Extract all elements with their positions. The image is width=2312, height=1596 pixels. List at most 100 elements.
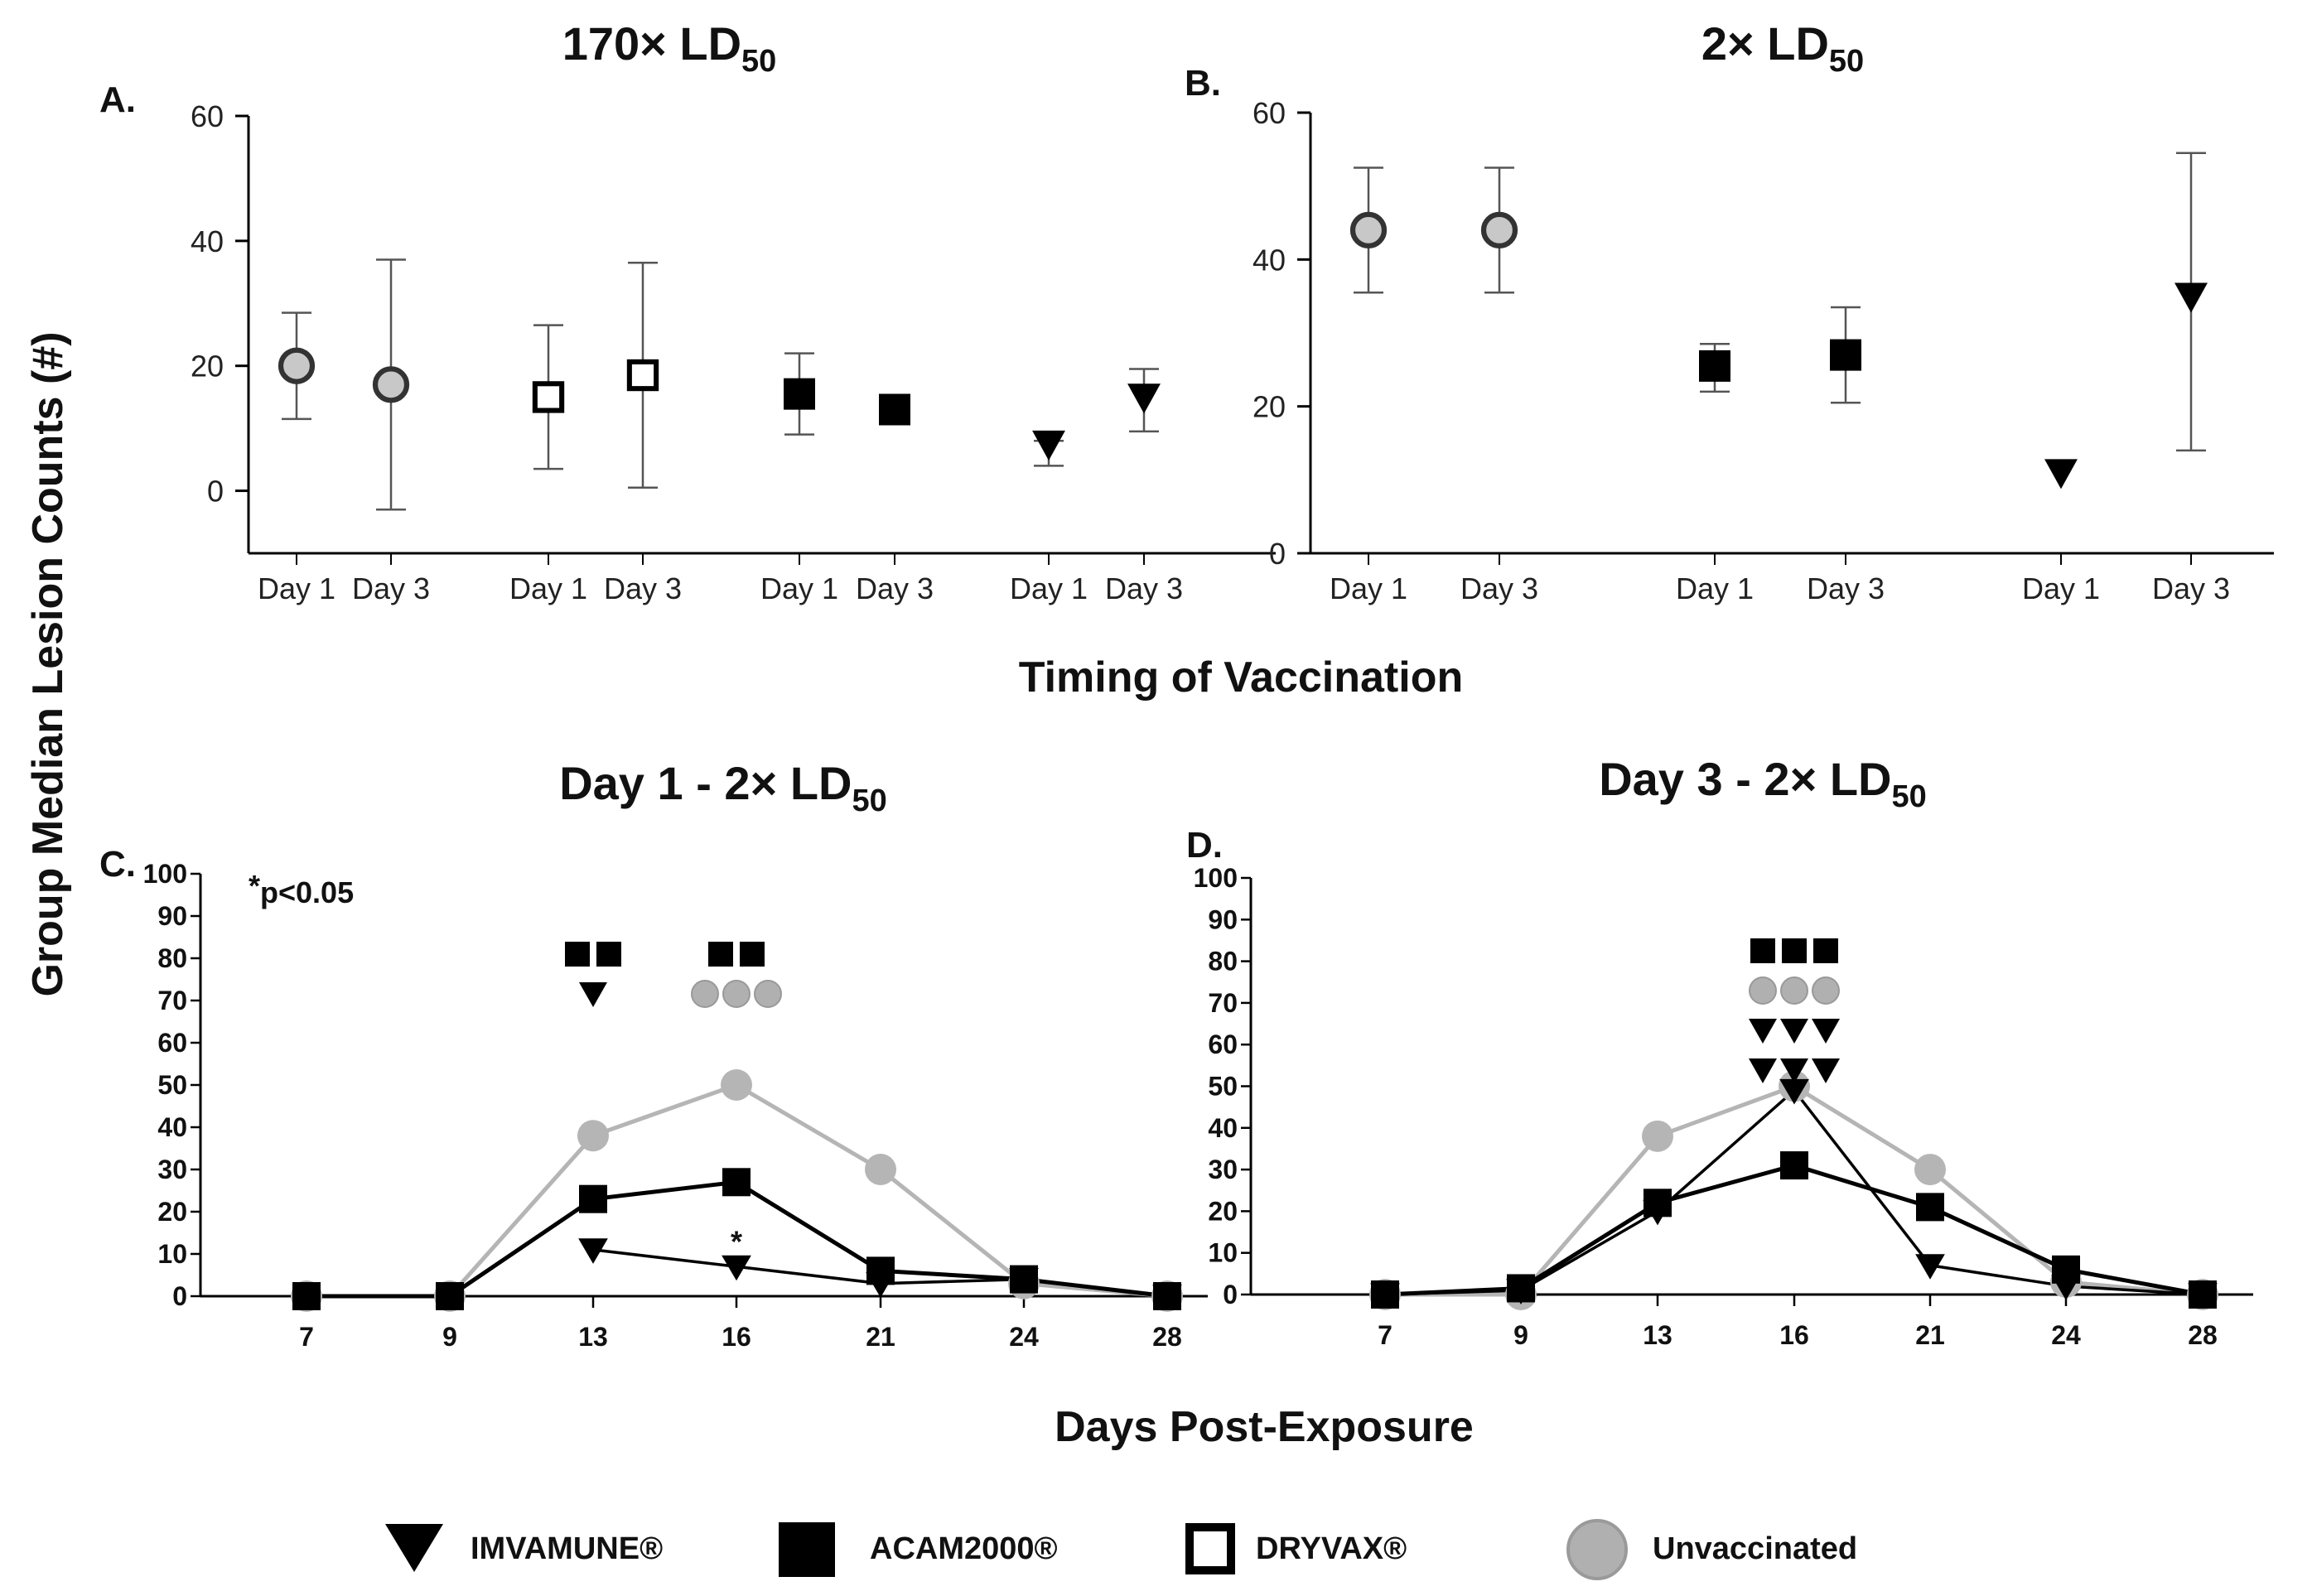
x-tick-label: Day 3 (1105, 571, 1183, 605)
point-imvamune (1506, 1279, 1536, 1304)
legend-item-acam2000: ACAM2000® (779, 1522, 1058, 1577)
x-tick-label: 16 (1779, 1320, 1809, 1350)
x-tick-label: 28 (1152, 1322, 1182, 1352)
point-acam2000 (292, 1282, 321, 1310)
point-imvamune (1152, 1285, 1182, 1310)
x-tick-label: Day 1 (1676, 571, 1754, 605)
x-tick-label: Day 1 (509, 571, 587, 605)
point-imvamune (1779, 1078, 1809, 1105)
significance-triangle (1749, 1058, 1777, 1083)
point-dryvax (626, 359, 659, 392)
x-tick-label: 24 (2051, 1320, 2081, 1350)
point-imvamune (1127, 383, 1161, 414)
significance-square (596, 942, 621, 967)
x-tick-label: Day 3 (352, 571, 430, 605)
point-imvamune (2044, 459, 2078, 489)
x-tick-label: Day 1 (760, 571, 838, 605)
point-unvaccinated (577, 1120, 609, 1152)
x-tick-label: 13 (1643, 1320, 1672, 1350)
filled-square-icon (779, 1522, 835, 1577)
significance-triangle (1780, 1019, 1808, 1044)
significance-triangle (1812, 1058, 1840, 1083)
y-tick-label: 80 (157, 943, 187, 973)
significance-star: * (731, 1224, 742, 1258)
point-unvaccinated (721, 1069, 752, 1101)
open-square-icon (1185, 1523, 1235, 1574)
triangle-down-icon (385, 1524, 443, 1572)
panel-c: 0 10 20 30 40 50 60 70 80 90 100 7 9 13 16 21 24 28 * (143, 859, 1208, 1352)
significance-circle (691, 980, 719, 1008)
x-tick-label: Day 3 (1807, 571, 1885, 605)
significance-square (1813, 938, 1838, 963)
significance-triangle (1749, 1019, 1777, 1044)
panel-d: 0 10 20 30 40 50 60 70 80 90 100 7 9 13 16 21 24 28 (1194, 863, 2253, 1350)
legend-label-imvamune: IMVAMUNE® (471, 1531, 663, 1566)
x-tick-label: Day 1 (258, 571, 335, 605)
panel-c-letter: C. (99, 844, 136, 885)
x-tick-label: 9 (442, 1322, 457, 1352)
point-acam2000 (1916, 1193, 1944, 1222)
significance-triangle (1812, 1019, 1840, 1044)
x-tick-label: Day 3 (856, 571, 934, 605)
panel-c-title: Day 1 - 2× LD50 (559, 757, 887, 818)
point-unvaccinated (1480, 211, 1518, 249)
y-tick-label: 60 (1253, 96, 1286, 130)
x-tick-label: 21 (1915, 1320, 1945, 1350)
point-imvamune (722, 1255, 751, 1281)
significance-triangle (1780, 1058, 1808, 1083)
x-tick-label: Day 1 (2022, 571, 2100, 605)
point-unvaccinated (1642, 1120, 1673, 1152)
point-acam2000 (1830, 339, 1861, 371)
significance-square (565, 942, 590, 967)
y-tick-label: 80 (1208, 947, 1238, 976)
panel-d-letter: D. (1186, 825, 1223, 866)
point-imvamune (1643, 1199, 1672, 1226)
y-tick-label: 60 (1208, 1029, 1238, 1059)
point-acam2000 (784, 378, 815, 410)
y-tick-label: 30 (1208, 1155, 1238, 1184)
y-tick-label: 60 (157, 1028, 187, 1058)
significance-square (1782, 938, 1807, 963)
y-tick-label: 90 (157, 901, 187, 931)
point-imvamune (1032, 430, 1065, 460)
y-tick-label: 20 (157, 1197, 187, 1227)
legend-item-dryvax: DRYVAX® (1185, 1523, 1407, 1574)
y-tick-label: 40 (191, 224, 224, 258)
significance-circle (1780, 976, 1808, 1005)
point-acam2000 (1699, 350, 1730, 382)
x-tick-label: Day 3 (604, 571, 682, 605)
y-tick-label: 20 (1208, 1196, 1238, 1226)
panel-b-title: 2× LD50 (1701, 17, 1864, 79)
y-tick-label: 100 (1194, 863, 1238, 893)
x-tick-label: 24 (1009, 1322, 1039, 1352)
significance-circle (1749, 976, 1777, 1005)
point-imvamune (578, 1238, 608, 1264)
x-tick-label: 16 (722, 1322, 751, 1352)
x-tick-label: 9 (1513, 1320, 1528, 1350)
point-imvamune (2174, 282, 2208, 313)
x-tick-label: 21 (866, 1322, 895, 1352)
y-tick-label: 10 (1208, 1238, 1238, 1268)
y-tick-label: 40 (157, 1112, 187, 1142)
y-tick-label: 10 (157, 1239, 187, 1269)
panel-a-title: 170× LD50 (562, 17, 777, 79)
y-axis-label: Group Median Lesion Counts (#) (24, 331, 72, 996)
point-acam2000 (722, 1168, 751, 1197)
y-tick-label: 40 (1253, 243, 1286, 277)
point-acam2000 (1780, 1151, 1808, 1180)
point-unvaccinated (865, 1154, 896, 1185)
x-tick-label: Day 3 (2152, 571, 2230, 605)
y-tick-label: 100 (143, 859, 187, 889)
significance-square (1750, 938, 1775, 963)
x-axis-label-bottom: Days Post-Exposure (1055, 1403, 1474, 1451)
y-tick-label: 50 (1208, 1072, 1238, 1102)
x-tick-label: 7 (299, 1322, 314, 1352)
gray-circle-icon (1566, 1519, 1628, 1580)
y-tick-label: 20 (191, 350, 224, 383)
y-tick-label: 50 (157, 1070, 187, 1100)
significance-triangle (579, 982, 607, 1007)
point-unvaccinated (1914, 1154, 1946, 1186)
legend: IMVAMUNE® ACAM2000® DRYVAX® Unvaccinated (385, 1519, 1857, 1580)
y-tick-label: 30 (157, 1155, 187, 1184)
